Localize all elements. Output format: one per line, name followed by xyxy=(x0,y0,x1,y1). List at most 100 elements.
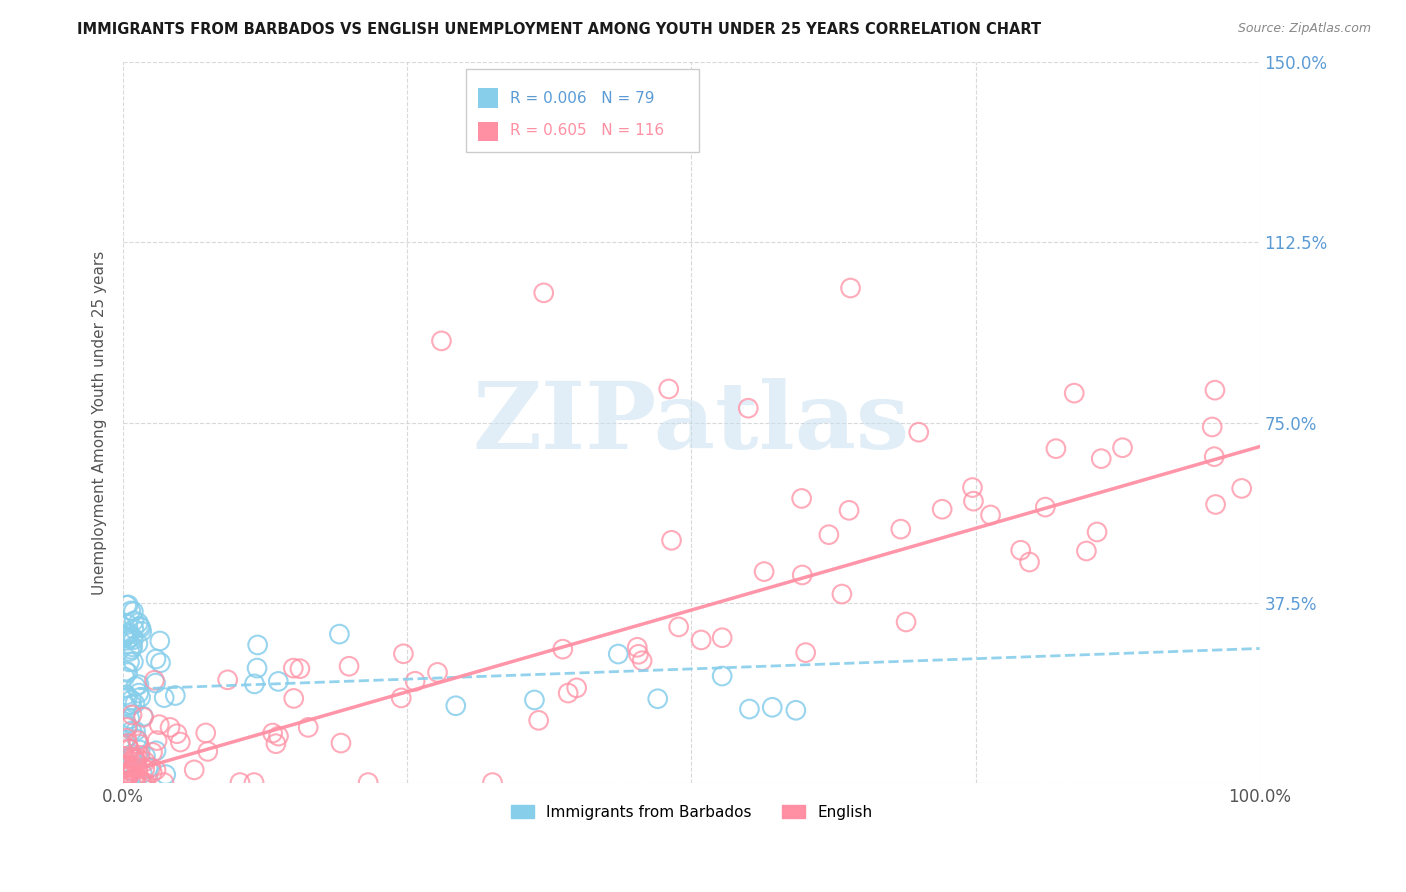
Point xyxy=(668,620,690,634)
Point xyxy=(426,665,449,680)
Point xyxy=(790,491,813,506)
Point xyxy=(481,775,503,789)
Point xyxy=(430,334,453,348)
Point xyxy=(890,522,912,536)
Point xyxy=(122,614,145,628)
Point xyxy=(839,281,862,295)
Point xyxy=(115,731,138,746)
Point xyxy=(117,769,139,783)
Point xyxy=(125,680,148,694)
Point xyxy=(1205,498,1227,512)
Point xyxy=(129,743,152,757)
Point xyxy=(124,697,146,711)
Point xyxy=(931,502,953,516)
Point xyxy=(626,640,648,655)
Point xyxy=(792,568,814,582)
Point xyxy=(153,775,176,789)
Point xyxy=(121,775,143,789)
Point xyxy=(831,587,853,601)
Point xyxy=(134,762,156,776)
Point xyxy=(115,598,138,612)
Point xyxy=(197,744,219,758)
Point xyxy=(661,533,683,548)
Point xyxy=(127,761,149,775)
Point xyxy=(794,646,817,660)
Point xyxy=(134,755,156,769)
Point xyxy=(907,425,929,440)
Point xyxy=(1010,543,1032,558)
Point xyxy=(118,644,141,658)
Point xyxy=(169,735,191,749)
Point xyxy=(121,630,143,644)
Point xyxy=(392,647,415,661)
Point xyxy=(115,633,138,648)
Point xyxy=(283,691,305,706)
Point xyxy=(1090,451,1112,466)
Point xyxy=(121,698,143,712)
Point xyxy=(761,700,783,714)
Point xyxy=(120,604,142,618)
Point xyxy=(297,720,319,734)
Point xyxy=(121,707,143,722)
Point xyxy=(149,634,172,648)
Point xyxy=(122,632,145,647)
Point xyxy=(131,624,153,639)
Point xyxy=(658,382,681,396)
Point xyxy=(229,775,252,789)
Point xyxy=(124,752,146,766)
Point xyxy=(1045,442,1067,456)
Point xyxy=(124,775,146,789)
Point xyxy=(122,763,145,777)
Point xyxy=(523,693,546,707)
Point xyxy=(243,775,266,789)
Point xyxy=(131,775,153,789)
Point xyxy=(283,661,305,675)
Point xyxy=(117,736,139,750)
Legend: Immigrants from Barbados, English: Immigrants from Barbados, English xyxy=(505,798,879,826)
Point xyxy=(118,625,141,640)
Point xyxy=(118,764,141,778)
Point xyxy=(117,719,139,733)
Point xyxy=(1111,441,1133,455)
Point xyxy=(117,665,139,680)
Point xyxy=(166,727,188,741)
Point xyxy=(165,689,187,703)
Point xyxy=(267,729,290,743)
Point xyxy=(114,761,136,775)
Point xyxy=(141,746,163,760)
Point xyxy=(1018,555,1040,569)
Point xyxy=(1063,386,1085,401)
Point xyxy=(114,630,136,644)
Point xyxy=(128,619,150,633)
Text: Source: ZipAtlas.com: Source: ZipAtlas.com xyxy=(1237,22,1371,36)
Point xyxy=(117,690,139,705)
Point xyxy=(139,760,162,774)
Point xyxy=(337,659,360,673)
Point xyxy=(711,631,734,645)
Point xyxy=(117,598,139,612)
Point xyxy=(132,709,155,723)
Point xyxy=(246,661,269,675)
Point xyxy=(128,737,150,751)
Point xyxy=(711,669,734,683)
Point xyxy=(389,690,412,705)
Point xyxy=(134,775,156,789)
Point xyxy=(125,759,148,773)
Point xyxy=(121,642,143,657)
Point xyxy=(1204,383,1226,397)
Point xyxy=(114,733,136,747)
Point xyxy=(183,763,205,777)
Point xyxy=(118,742,141,756)
Point xyxy=(117,627,139,641)
Point xyxy=(122,622,145,636)
Point xyxy=(262,726,284,740)
Point xyxy=(114,758,136,772)
Text: ZIPatlas: ZIPatlas xyxy=(472,377,910,467)
Point xyxy=(129,621,152,635)
Point xyxy=(125,770,148,784)
Point xyxy=(114,715,136,730)
Point xyxy=(129,748,152,763)
Text: R = 0.605   N = 116: R = 0.605 N = 116 xyxy=(509,123,664,138)
Point xyxy=(690,632,713,647)
Point xyxy=(145,676,167,690)
